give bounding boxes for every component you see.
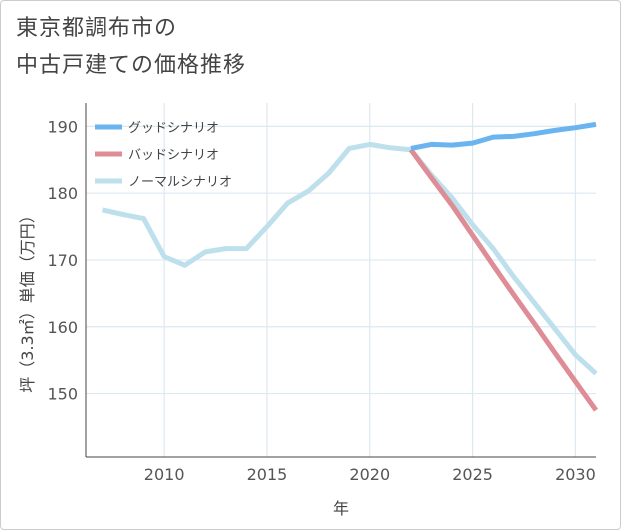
y-tick-label: 180 (47, 184, 78, 203)
chart-title-line-1: 東京都調布市の (16, 16, 178, 41)
y-axis-label: 坪（3.3㎡）単価（万円） (18, 207, 37, 392)
legend-label: ノーマルシナリオ (128, 175, 232, 190)
series-line (408, 148, 599, 412)
x-tick-label: 2020 (349, 465, 390, 484)
legend-label: グッドシナリオ (128, 121, 219, 136)
x-tick-label: 2010 (144, 465, 185, 484)
chart-title-line-2: 中古戸建ての価格推移 (16, 53, 247, 78)
legend-label: バッドシナリオ (128, 148, 219, 163)
axes (85, 103, 596, 458)
series-line (410, 121, 597, 151)
x-tick-label: 2015 (247, 465, 288, 484)
y-tick-label: 170 (47, 251, 78, 270)
x-axis-label: 年 (333, 499, 349, 518)
y-tick-label: 190 (47, 117, 78, 136)
x-tick-label: 2030 (555, 465, 596, 484)
series-line (101, 141, 598, 376)
y-tick-label: 160 (47, 318, 78, 337)
chart-title: 東京都調布市の 中古戸建ての価格推移 (16, 10, 246, 84)
series-lines (101, 121, 599, 412)
x-tick-label: 2025 (452, 465, 493, 484)
y-tick-label: 150 (47, 385, 78, 404)
tick-labels: 2010 2015 2020 2025 2030 150 160 170 180 190 (47, 117, 595, 484)
